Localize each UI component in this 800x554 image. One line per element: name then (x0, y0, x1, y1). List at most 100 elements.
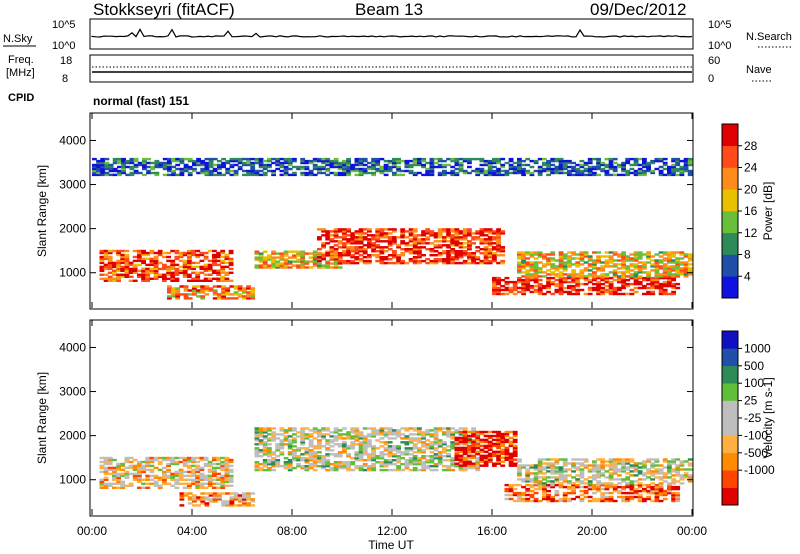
heatmap-cell (546, 480, 551, 483)
colorbar-swatch (722, 331, 738, 349)
heatmap-cell (650, 282, 656, 286)
heatmap-cell (224, 271, 230, 274)
heatmap-cell (258, 455, 264, 458)
heatmap-cell (667, 278, 672, 282)
heatmap-cell (471, 446, 476, 450)
heatmap-cell (225, 291, 231, 294)
heatmap-cell (408, 447, 414, 450)
heatmap-cell (621, 273, 626, 276)
heatmap-cell (437, 457, 443, 460)
heatmap-cell (633, 275, 639, 278)
heatmap-cell (371, 254, 376, 257)
heatmap-cell (671, 480, 676, 483)
heatmap-cell (658, 292, 664, 296)
heatmap-cell (617, 292, 622, 296)
heatmap-cell (683, 460, 689, 463)
heatmap-cell (383, 461, 389, 464)
heatmap-cell (170, 277, 176, 280)
heatmap-cell (203, 482, 209, 485)
heatmap-cell (517, 167, 522, 171)
heatmap-cell (650, 472, 656, 475)
heatmap-cell (558, 292, 564, 296)
heatmap-cell (671, 491, 676, 495)
heatmap-cell (107, 466, 113, 470)
heatmap-cell (396, 254, 401, 257)
heatmap-cell (217, 159, 222, 163)
heatmap-cell (216, 482, 221, 485)
heatmap-cell (650, 466, 656, 469)
heatmap-cell (529, 253, 535, 256)
heatmap-cell (429, 167, 435, 171)
heatmap-cell (220, 277, 226, 280)
heatmap-cell (350, 165, 356, 169)
heatmap-cell (633, 495, 639, 499)
heatmap-cell (604, 288, 610, 292)
heatmap-cell (450, 459, 456, 462)
heatmap-cell (533, 288, 539, 292)
heatmap-cell (612, 489, 618, 493)
heatmap-cell (525, 265, 531, 268)
heatmap-cell (475, 232, 481, 235)
heatmap-cell (116, 478, 121, 481)
heatmap-cell (612, 485, 618, 489)
heatmap-cell (633, 480, 639, 483)
heatmap-cell (337, 161, 343, 165)
heatmap-cell (103, 253, 109, 257)
heatmap-cell (275, 433, 281, 436)
heatmap-cell (517, 466, 522, 469)
heatmap-cell (412, 451, 418, 454)
heatmap-cell (654, 460, 660, 463)
heatmap-cell (242, 287, 247, 290)
heatmap-cell (203, 273, 209, 276)
heatmap-cell (487, 458, 493, 461)
heatmap-cell (99, 480, 105, 483)
heatmap-cell (454, 429, 460, 432)
heatmap-cell (475, 261, 481, 265)
heatmap-cell (404, 159, 410, 163)
heatmap-cell (191, 265, 196, 269)
heatmap-cell (116, 462, 121, 466)
heatmap-cell (237, 504, 243, 507)
colorbar-swatch (722, 348, 738, 367)
heatmap-cell (554, 493, 560, 497)
heatmap-cell (174, 251, 180, 255)
heatmap-cell (362, 248, 368, 251)
heatmap-cell (383, 431, 389, 434)
heatmap-cell (537, 165, 543, 169)
heatmap-cell (195, 476, 201, 479)
heatmap-cell (546, 489, 551, 493)
heatmap-cell (462, 228, 468, 231)
heatmap-cell (262, 453, 268, 456)
heatmap-cell (408, 228, 414, 231)
heatmap-cell (458, 463, 464, 466)
heatmap-cell (250, 295, 256, 298)
heatmap-cell (496, 234, 501, 237)
heatmap-cell (271, 461, 276, 464)
heatmap-cell (579, 470, 585, 473)
heatmap-cell (317, 262, 322, 265)
heatmap-cell (629, 460, 635, 463)
heatmap-cell (354, 252, 360, 255)
heatmap-cell (625, 269, 631, 272)
heatmap-cell (354, 236, 360, 239)
heatmap-cell (421, 230, 426, 233)
heatmap-cell (292, 250, 297, 253)
heatmap-cell (517, 495, 522, 499)
heatmap-cell (267, 468, 272, 472)
heatmap-cell (683, 161, 689, 165)
heatmap-cell (367, 240, 372, 243)
heatmap-cell (383, 246, 389, 249)
heatmap-cell (458, 244, 464, 247)
heatmap-cell (421, 238, 426, 241)
heatmap-cell (433, 165, 439, 169)
heatmap-cell (196, 289, 201, 292)
heatmap-cell (442, 449, 447, 452)
heatmap-cell (604, 171, 610, 175)
heatmap-cell (362, 445, 368, 448)
heatmap-cell (437, 171, 443, 175)
heatmap-cell (608, 161, 614, 165)
heatmap-cell (600, 286, 606, 290)
heatmap-cell (254, 453, 260, 456)
heatmap-cell (517, 280, 522, 284)
heatmap-cell (496, 440, 501, 444)
